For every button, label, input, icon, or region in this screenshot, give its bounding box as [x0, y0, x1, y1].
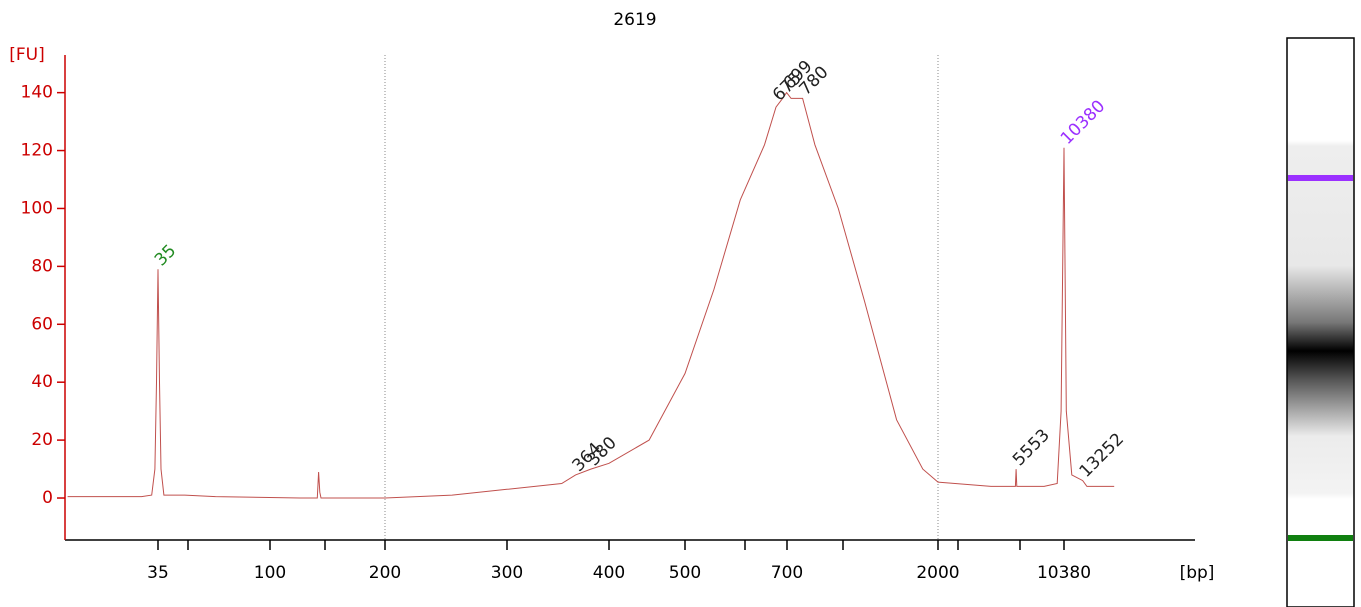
peak-label: 13252	[1076, 429, 1128, 481]
peak-label: 10380	[1057, 96, 1109, 148]
x-tick-label: 35	[147, 563, 169, 583]
y-tick-label: 100	[21, 198, 53, 218]
x-tick-label: 2000	[916, 563, 959, 583]
y-tick-label: 40	[31, 372, 53, 392]
x-tick-label: 200	[369, 563, 401, 583]
x-tick-label: 400	[593, 563, 625, 583]
peak-label: 5553	[1009, 425, 1054, 470]
x-tick-label: 10380	[1037, 563, 1091, 583]
x-tick-label: 300	[491, 563, 523, 583]
y-tick-label: 0	[42, 488, 53, 508]
chart-title: 2619	[613, 10, 656, 30]
y-tick-label: 140	[21, 83, 53, 103]
y-tick-label: 60	[31, 314, 53, 334]
peak-label: 35	[151, 241, 180, 270]
y-tick-label: 20	[31, 430, 53, 450]
gel-lane	[1286, 37, 1355, 607]
minor-ticks	[187, 540, 1021, 550]
x-tick-label: 700	[771, 563, 803, 583]
x-axis-label: [bp]	[1180, 563, 1215, 583]
y-tick-label: 120	[21, 141, 53, 161]
x-tick-label: 500	[669, 563, 701, 583]
y-tick-label: 80	[31, 256, 53, 276]
y-axis-label: [FU]	[9, 45, 45, 65]
trace	[67, 91, 1115, 499]
x-tick-label: 100	[254, 563, 286, 583]
